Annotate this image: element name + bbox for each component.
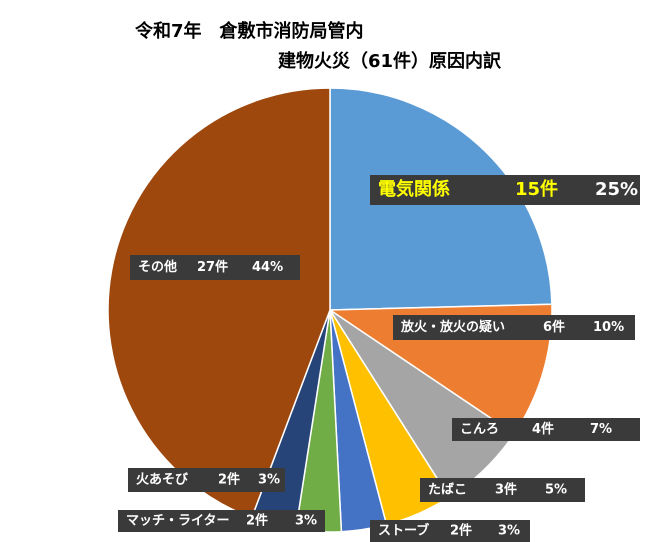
label-box [370, 175, 640, 205]
label-count: 4件 [532, 421, 554, 437]
label-box [128, 468, 285, 492]
label-category: 火あそび [136, 473, 189, 488]
label-category: 放火・放火の疑い [400, 319, 505, 335]
chart-subtitle: 建物火災（61件）原因内訳 [278, 50, 502, 72]
label-box [130, 255, 300, 280]
label-percent: 5% [545, 483, 567, 498]
label-percent: 7% [590, 422, 612, 437]
label-box [370, 520, 530, 542]
label-count: 6件 [543, 319, 565, 335]
label-box [452, 418, 640, 441]
label-category: その他 [138, 259, 177, 275]
data-labels: 電気関係 15件 25% 放火・放火の疑い 6件 10% こんろ 4件 7% たばこ 3件 5% ストー… [118, 175, 640, 542]
label-percent: 44% [252, 260, 283, 275]
label-box [118, 510, 325, 532]
label-category: 電気関係 [378, 178, 450, 200]
label-percent: 3% [258, 473, 280, 488]
label-category: ストーブ [378, 523, 429, 539]
label-count: 3件 [495, 482, 517, 498]
label-box [420, 478, 585, 502]
label-percent: 25% [595, 179, 638, 200]
label-percent: 3% [295, 514, 317, 529]
label-category: たばこ [428, 483, 467, 498]
label-category: こんろ [460, 422, 499, 437]
label-count: 2件 [246, 513, 268, 529]
pie [107, 87, 553, 533]
label-count: 2件 [450, 523, 472, 539]
label-box [393, 315, 635, 340]
label-count: 15件 [515, 178, 558, 200]
label-percent: 10% [593, 320, 624, 335]
label-count: 27件 [197, 259, 228, 275]
label-count: 2件 [218, 472, 240, 488]
label-percent: 3% [498, 524, 520, 539]
label-category: マッチ・ライター [126, 514, 229, 529]
chart-title: 令和7年 倉敷市消防局管内 [134, 20, 364, 42]
